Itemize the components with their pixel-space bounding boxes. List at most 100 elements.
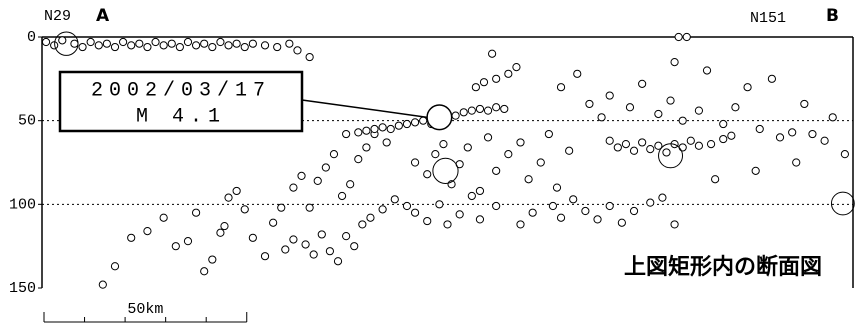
hypocenter (654, 141, 663, 150)
hypocenter (569, 195, 578, 204)
hypocenter (483, 106, 493, 115)
y-tick-label: 150 (9, 280, 36, 297)
hypocenter (402, 119, 412, 129)
hypocenter (638, 79, 647, 88)
hypocenter (224, 193, 233, 202)
hypocenter (646, 145, 655, 154)
hypocenter (419, 116, 428, 125)
large-event (658, 143, 684, 169)
hypocenter (313, 176, 322, 186)
hypocenter (443, 220, 452, 229)
hypocenter (504, 150, 513, 159)
hypocenter (751, 166, 760, 175)
hypocenter (240, 205, 249, 214)
hypocenter (492, 74, 501, 83)
hypocenter (686, 136, 695, 145)
hypocenter (342, 129, 351, 139)
hypocenter (516, 138, 525, 147)
hypocenter (171, 242, 180, 251)
hypocenter (127, 233, 136, 242)
hypocenter (378, 205, 387, 214)
hypocenter (224, 41, 233, 50)
hypocenter (552, 183, 562, 192)
hypocenter (285, 39, 294, 48)
hypocenter (423, 170, 432, 179)
hypocenter (58, 36, 67, 45)
large-event (830, 191, 855, 216)
hypocenter (232, 39, 241, 48)
hypocenter (605, 136, 614, 145)
hypocenter (674, 32, 683, 42)
hypocenter (216, 37, 225, 47)
y-tick-label: 50 (18, 113, 36, 130)
hypocenter (820, 136, 829, 145)
hypocenter (629, 206, 639, 216)
hypocenter (281, 245, 290, 254)
hypocenter (337, 191, 347, 201)
hypocenter (143, 227, 152, 236)
hypocenter (593, 215, 602, 224)
hypocenter (289, 183, 298, 192)
hypocenter (670, 58, 679, 67)
hypocenter (597, 113, 606, 122)
hypocenter (488, 49, 497, 58)
hypocenter (41, 37, 51, 47)
hypocenter (119, 37, 128, 47)
hypocenter (654, 109, 663, 119)
hypocenter (183, 37, 193, 47)
hypocenter (528, 208, 537, 217)
hypocenter (638, 138, 647, 147)
hypocenter (463, 143, 472, 152)
hypocenter (767, 74, 777, 83)
hypocenter (358, 220, 367, 229)
hypocenter (479, 78, 489, 87)
hypocenter (410, 118, 420, 127)
hypocenter (504, 69, 513, 78)
hypocenter (366, 213, 375, 222)
hypocenter (475, 215, 485, 224)
hypocenter (293, 46, 302, 55)
hypocenter (220, 221, 229, 231)
hypocenter (605, 91, 614, 100)
hypocenter (483, 133, 493, 142)
hypocenter (629, 146, 639, 155)
hypocenter (70, 39, 79, 48)
hypocenter (317, 230, 326, 239)
hypocenter (346, 180, 355, 189)
hypocenter (143, 42, 152, 52)
hypocenter (613, 143, 622, 152)
hypocenter (390, 195, 399, 204)
hypocenter (702, 66, 712, 75)
hypocenter (200, 39, 209, 48)
hypocenter (370, 124, 379, 134)
hypocenter (670, 220, 679, 229)
hypocenter (516, 220, 525, 229)
hypocenter (439, 139, 448, 149)
hypocenter (386, 124, 395, 134)
hypocenter (573, 69, 582, 78)
hypocenter (135, 39, 144, 48)
hypocenter (775, 133, 785, 142)
hypocenter (719, 134, 728, 144)
hypocenter (524, 175, 533, 184)
hypocenter (110, 42, 120, 52)
hypocenter (536, 158, 545, 167)
hypocenter (232, 186, 241, 196)
y-tick-label: 100 (9, 196, 36, 213)
hypocenter (625, 103, 635, 112)
hypocenter (475, 104, 485, 114)
hypocenter (492, 201, 501, 211)
hypocenter (325, 247, 335, 256)
hypocenter (646, 198, 655, 207)
hypocenter (475, 186, 485, 196)
hypocenter (605, 201, 614, 211)
hypocenter (431, 150, 440, 159)
large-event (54, 31, 79, 56)
hypocenter (467, 106, 476, 115)
hypocenter (200, 267, 209, 276)
hypocenter (581, 206, 590, 216)
hypocenter (329, 150, 339, 159)
hypocenter (711, 175, 720, 184)
hypocenter (808, 129, 817, 139)
